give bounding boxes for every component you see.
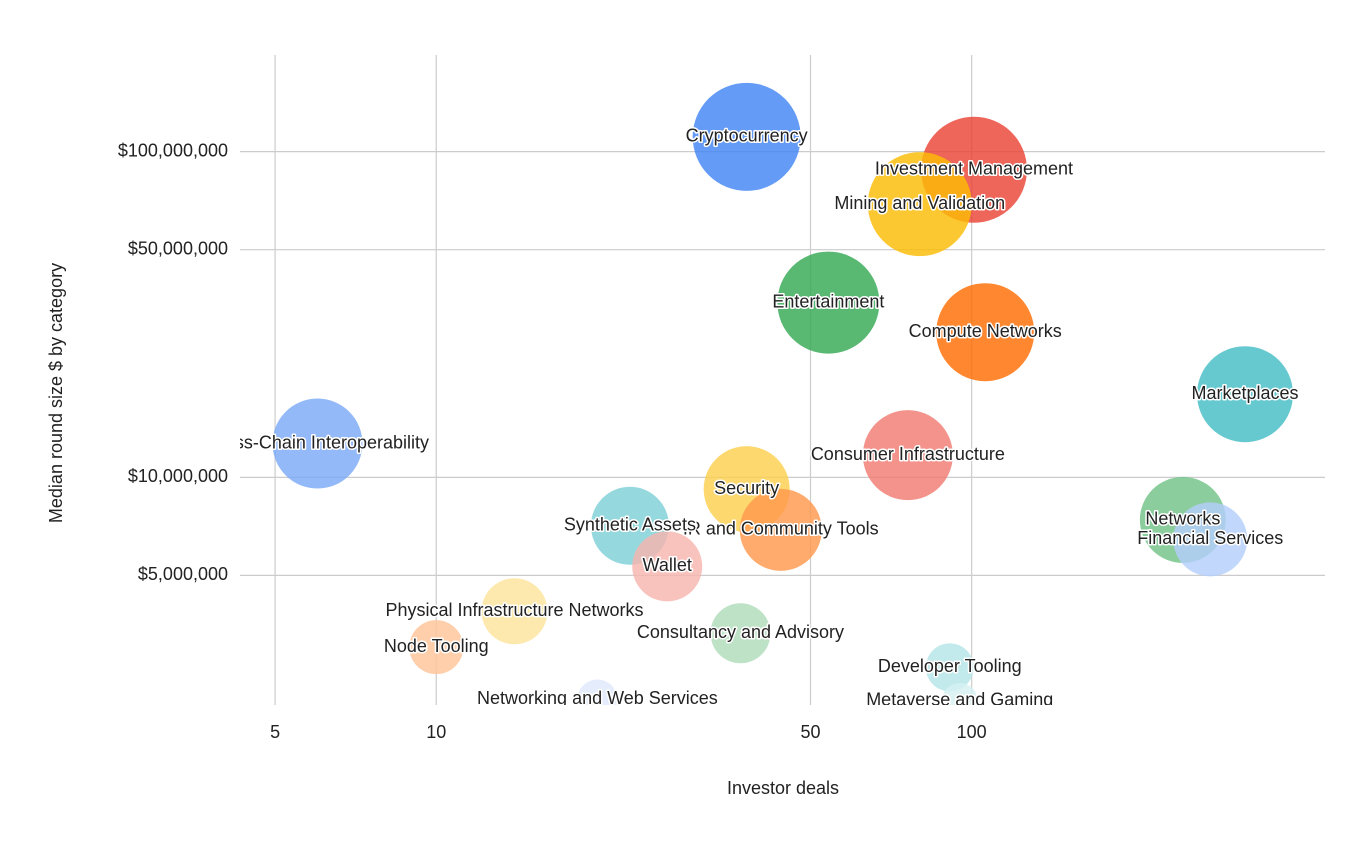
x-tick-label: 5 xyxy=(270,722,280,742)
x-tick-label: 10 xyxy=(426,722,446,742)
bubble-label: Security xyxy=(714,478,779,498)
x-axis-label: Investor deals xyxy=(727,778,839,798)
bubble-label: Cross-Chain Interoperability xyxy=(206,432,429,452)
bubble-label: Networking and Web Services xyxy=(477,688,718,708)
bubble-label: Physical Infrastructure Networks xyxy=(385,600,643,620)
bubble xyxy=(1197,346,1294,443)
bubbles xyxy=(272,82,1294,705)
x-tick-label: 50 xyxy=(800,722,820,742)
bubble-label: Metaverse and Gaming xyxy=(866,690,1053,710)
y-tick-label: $10,000,000 xyxy=(128,466,228,486)
bubble-label: Mining and Validation xyxy=(834,193,1005,213)
bubble-labels: Cryptocurrency Investment Management Minin… xyxy=(206,124,1300,710)
bubble-label: Wallet xyxy=(643,555,692,575)
y-tick-label: $50,000,000 xyxy=(128,238,228,258)
y-tick-label: $5,000,000 xyxy=(138,564,228,584)
bubble xyxy=(1173,502,1248,577)
bubble xyxy=(925,643,974,692)
bubble xyxy=(862,410,953,501)
bubble-label: Consultancy and Advisory xyxy=(637,622,844,642)
bubble xyxy=(272,398,363,489)
bubble xyxy=(692,82,801,191)
bubble-label: IR and Community Tools xyxy=(683,519,879,539)
bubble xyxy=(632,531,703,602)
bubble-label: Entertainment xyxy=(772,291,884,311)
bubble-label: Investment Management xyxy=(875,158,1073,178)
x-tick-label: 100 xyxy=(957,722,987,742)
bubble-label: Compute Networks xyxy=(909,321,1062,341)
y-axis-label: Median round size $ by category xyxy=(46,263,66,523)
bubble xyxy=(941,682,978,705)
bubble xyxy=(777,251,880,354)
bubble xyxy=(409,620,464,675)
bubble-label: Cryptocurrency xyxy=(686,126,808,146)
y-tick-label: $100,000,000 xyxy=(118,140,228,160)
bubble-label: Developer Tooling xyxy=(878,656,1022,676)
bubble-label: Networks xyxy=(1145,509,1220,529)
bubble-label: Consumer Infrastructure xyxy=(811,444,1005,464)
bubble xyxy=(577,679,618,705)
bubble-label: Financial Services xyxy=(1137,528,1283,548)
bubble-label: Node Tooling xyxy=(384,636,489,656)
bubble xyxy=(739,488,822,571)
bubble xyxy=(481,578,548,645)
bubble xyxy=(867,152,972,257)
bubble xyxy=(936,283,1035,382)
bubble-label: Synthetic Assets xyxy=(564,515,696,535)
bubble xyxy=(710,603,771,664)
axes: 5 10 50 100 $5,000,000 $10,000,000 $50,000,000… xyxy=(118,140,987,741)
bubble-label: Marketplaces xyxy=(1192,383,1299,403)
